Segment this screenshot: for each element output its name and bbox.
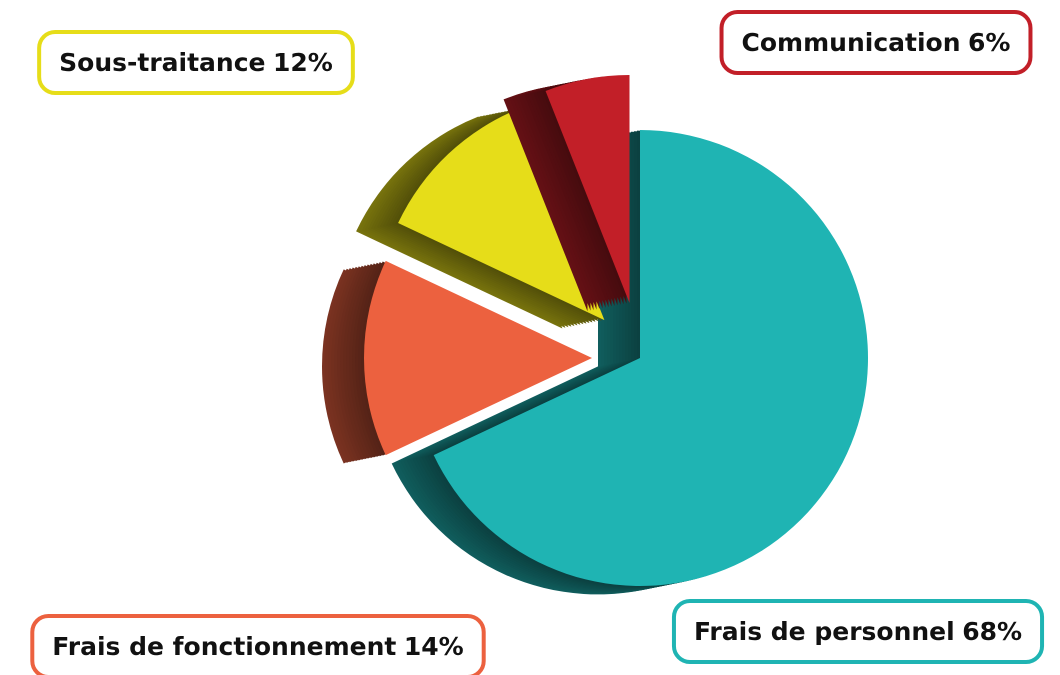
label-text: Sous-traitance 12% [59,48,333,77]
label-text: Frais de fonctionnement 14% [52,632,463,661]
category-name: Sous-traitance [59,48,265,77]
label-box: Frais de fonctionnement 14% [30,614,486,675]
slice [545,74,630,303]
value-label: 12% [273,48,333,77]
value-label: 6% [968,28,1010,57]
label-frame [30,614,486,675]
label-text: Frais de personnel 68% [694,617,1022,646]
pie [322,74,868,595]
label-box: Communication 6% [719,10,1033,75]
slice [398,108,605,321]
value-label: 14% [404,632,464,661]
label-frame [719,10,1033,75]
label-text: Communication 6% [742,28,1011,57]
label-frame [671,599,1045,664]
category-name: Frais de fonctionnement [52,632,396,661]
label-box: Frais de personnel 68% [671,599,1045,664]
labels: Frais de personnel 68% Frais de fonctionne… [30,10,1045,675]
category-name: Frais de personnel [694,617,955,646]
label-frame [37,30,355,95]
value-label: 68% [962,617,1022,646]
label-box: Sous-traitance 12% [37,30,355,95]
category-name: Communication [742,28,961,57]
slice [433,130,868,586]
slice [364,260,592,456]
